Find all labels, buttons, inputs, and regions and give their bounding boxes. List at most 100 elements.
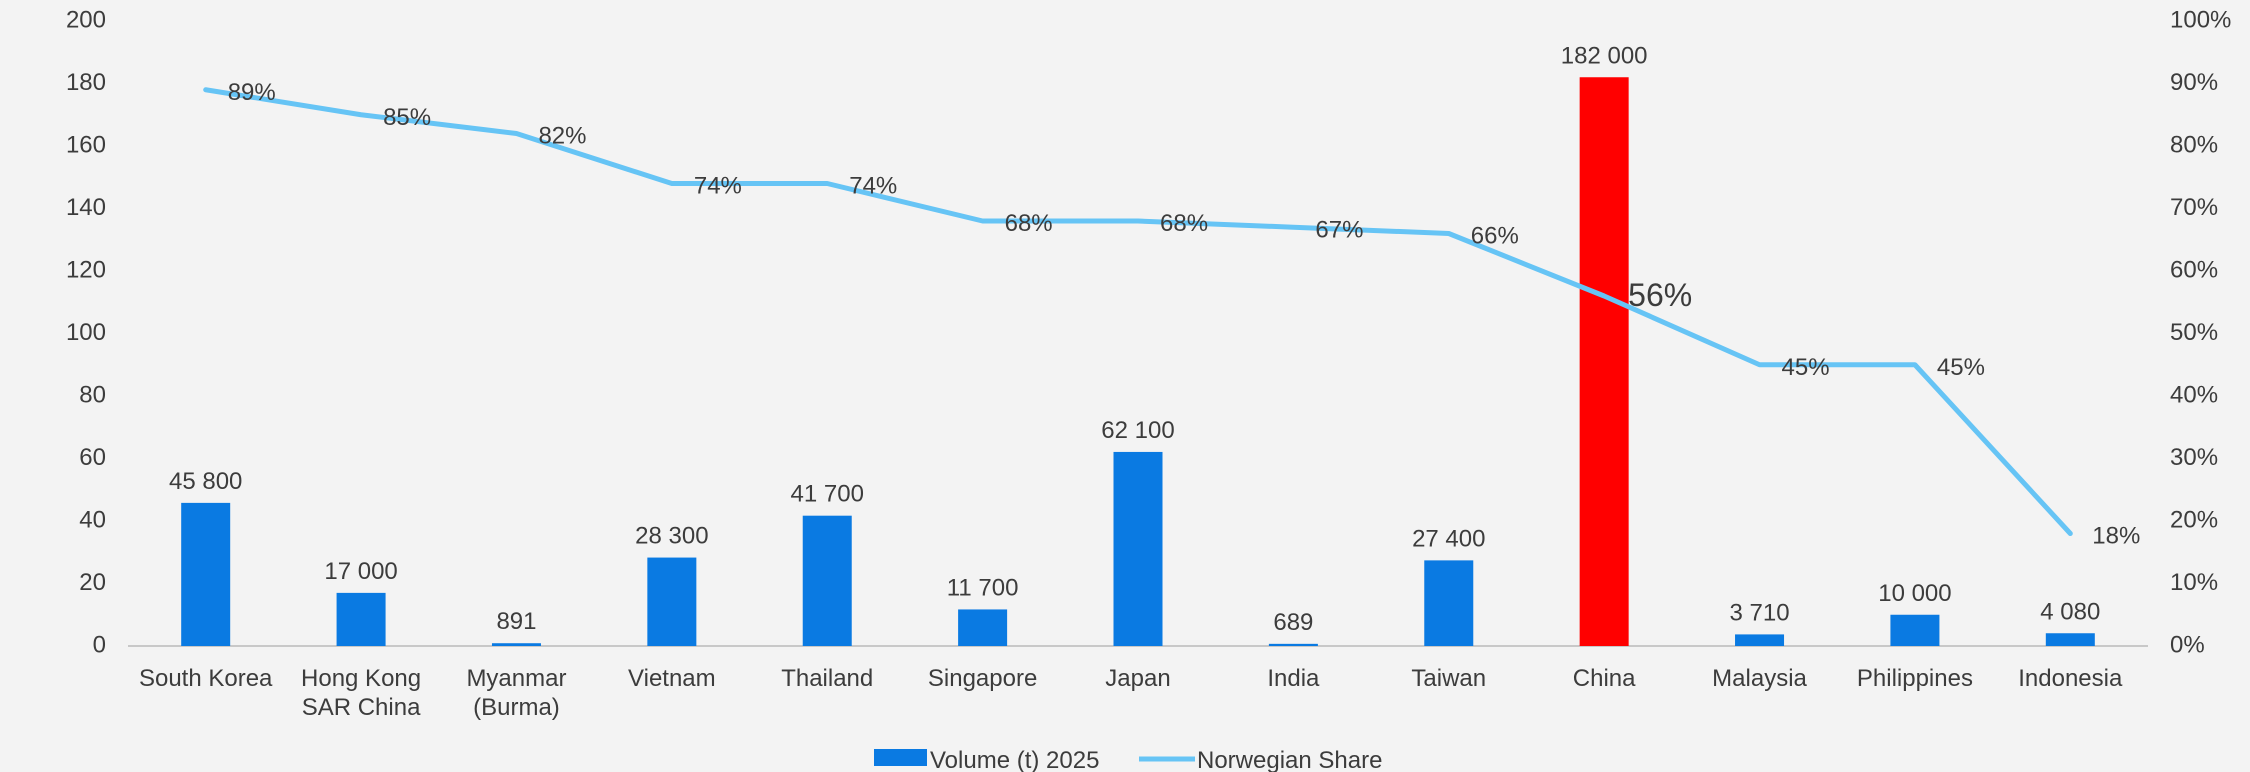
left-axis-tick-label: 0 — [93, 631, 106, 658]
volume-bars — [181, 77, 2095, 646]
volume-bar — [958, 609, 1008, 646]
left-axis-tick-label: 60 — [79, 444, 106, 471]
left-axis-tick-label: 20 — [79, 569, 106, 596]
category-label: Singapore — [928, 665, 1037, 692]
volume-data-label: 689 — [1273, 609, 1313, 636]
legend-bar-swatch — [874, 749, 927, 766]
right-axis-tick-label: 80% — [2170, 131, 2218, 158]
left-axis-tick-label: 120 — [66, 256, 106, 283]
volume-bar — [336, 592, 386, 646]
category-label: Malaysia — [1712, 665, 1807, 692]
norwegian-share-data-labels: 89% 85% 82% 74% 74% 68% 68% 67% 66% 56% 45% 45% 18% — [228, 79, 2141, 550]
volume-data-label: 17 000 — [324, 558, 397, 585]
category-label: Thailand — [781, 665, 873, 692]
category-label-line: (Burma) — [473, 694, 560, 721]
category-label: Myanmar (Burma) — [466, 665, 566, 721]
category-label-line: Hong Kong — [301, 665, 421, 692]
category-label-line: Myanmar — [466, 665, 566, 692]
category-label-line: Taiwan — [1411, 665, 1486, 692]
share-data-label: 66% — [1471, 223, 1519, 250]
legend-share-label: Norwegian Share — [1197, 747, 1382, 772]
category-label-line: Singapore — [928, 665, 1037, 692]
volume-data-label: 10 000 — [1878, 580, 1951, 607]
left-axis-tick-label: 40 — [79, 506, 106, 533]
category-label-line: India — [1267, 665, 1320, 692]
volume-bar — [491, 643, 541, 646]
volume-bar — [1735, 634, 1785, 646]
category-label-line: Japan — [1105, 665, 1170, 692]
volume-data-label: 62 100 — [1101, 417, 1174, 444]
volume-data-label: 28 300 — [635, 523, 708, 550]
volume-data-label: 45 800 — [169, 468, 242, 495]
left-axis-tick-label: 160 — [66, 131, 106, 158]
category-label: Hong Kong SAR China — [301, 665, 421, 721]
volume-data-labels: 45 800 17 000 891 28 300 41 700 11 700 62 100 6… — [169, 42, 2100, 636]
legend: Volume (t) 2025 Norwegian Share — [874, 747, 1382, 772]
volume-bar — [1579, 77, 1629, 646]
right-axis-tick-labels: 0% 10% 20% 30% 40% 50% 60% 70% 80% 90% 100% — [2170, 6, 2231, 658]
category-label-line: Thailand — [781, 665, 873, 692]
volume-data-label: 27 400 — [1412, 525, 1485, 552]
left-axis-tick-label: 100 — [66, 319, 106, 346]
volume-bar — [181, 502, 231, 646]
category-label: Japan — [1105, 665, 1170, 692]
norwegian-share-line — [203, 87, 2073, 536]
volume-bar — [802, 515, 852, 646]
category-label-line: Philippines — [1857, 665, 1973, 692]
share-data-label: 85% — [383, 104, 431, 131]
share-data-label: 56% — [1628, 277, 1692, 313]
volume-bar — [1113, 451, 1163, 646]
volume-data-label: 3 710 — [1730, 599, 1790, 626]
volume-data-label: 182 000 — [1561, 42, 1648, 69]
category-label-line: Vietnam — [628, 665, 716, 692]
category-label: South Korea — [139, 665, 273, 692]
category-label: India — [1267, 665, 1320, 692]
left-axis-tick-labels: 0 20 40 60 80 100 120 140 160 180 200 — [66, 6, 106, 658]
share-data-label: 45% — [1782, 354, 1830, 381]
right-axis-tick-label: 60% — [2170, 256, 2218, 283]
left-axis-tick-label: 200 — [66, 6, 106, 33]
category-label: Indonesia — [2018, 665, 2123, 692]
right-axis-tick-label: 90% — [2170, 69, 2218, 96]
share-data-label: 68% — [1005, 210, 1053, 237]
category-label-line: South Korea — [139, 665, 273, 692]
volume-bar — [1268, 643, 1318, 646]
category-label: China — [1573, 665, 1636, 692]
right-axis-tick-label: 100% — [2170, 6, 2231, 33]
legend-volume-label: Volume (t) 2025 — [930, 747, 1099, 772]
category-labels: South Korea Hong Kong SAR China Myanmar (Bur… — [139, 665, 2123, 721]
share-data-label: 67% — [1315, 216, 1363, 243]
volume-bar — [1890, 614, 1940, 646]
volume-data-label: 4 080 — [2040, 598, 2100, 625]
volume-bar — [647, 557, 697, 646]
right-axis-tick-label: 20% — [2170, 506, 2218, 533]
right-axis-tick-label: 0% — [2170, 631, 2205, 658]
share-data-label: 68% — [1160, 210, 1208, 237]
share-data-label: 82% — [538, 123, 586, 150]
volume-data-label: 41 700 — [791, 481, 864, 508]
category-label-line: SAR China — [302, 694, 421, 721]
left-axis-tick-label: 80 — [79, 381, 106, 408]
category-label: Taiwan — [1411, 665, 1486, 692]
share-data-label: 89% — [228, 79, 276, 106]
share-data-label: 18% — [2092, 523, 2140, 550]
category-label-line: Malaysia — [1712, 665, 1807, 692]
category-label: Philippines — [1857, 665, 1973, 692]
category-label-line: China — [1573, 665, 1636, 692]
left-axis-tick-label: 180 — [66, 69, 106, 96]
share-data-label: 74% — [694, 173, 742, 200]
share-data-label: 45% — [1937, 354, 1985, 381]
volume-bar — [2045, 633, 2095, 646]
right-axis-tick-label: 30% — [2170, 444, 2218, 471]
right-axis-tick-label: 10% — [2170, 569, 2218, 596]
left-axis-tick-label: 140 — [66, 194, 106, 221]
category-label: Vietnam — [628, 665, 716, 692]
volume-data-label: 11 700 — [947, 574, 1019, 601]
right-axis-tick-label: 40% — [2170, 381, 2218, 408]
volume-data-label: 891 — [496, 608, 536, 635]
norwegian-share-line-group — [203, 87, 2073, 536]
right-axis-tick-label: 70% — [2170, 194, 2218, 221]
right-axis-tick-label: 50% — [2170, 319, 2218, 346]
